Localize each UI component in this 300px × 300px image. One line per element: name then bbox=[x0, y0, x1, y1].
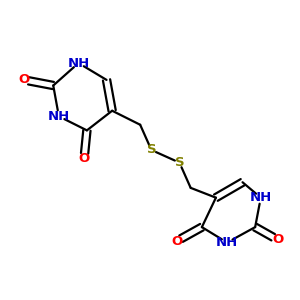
Text: S: S bbox=[175, 156, 184, 169]
Text: NH: NH bbox=[68, 57, 90, 70]
Text: NH: NH bbox=[250, 191, 272, 204]
Text: O: O bbox=[79, 152, 90, 165]
Text: O: O bbox=[171, 235, 182, 248]
Text: O: O bbox=[272, 233, 283, 246]
Text: O: O bbox=[18, 74, 29, 86]
Text: NH: NH bbox=[216, 236, 238, 249]
Text: S: S bbox=[147, 143, 156, 157]
Text: NH: NH bbox=[48, 110, 70, 123]
